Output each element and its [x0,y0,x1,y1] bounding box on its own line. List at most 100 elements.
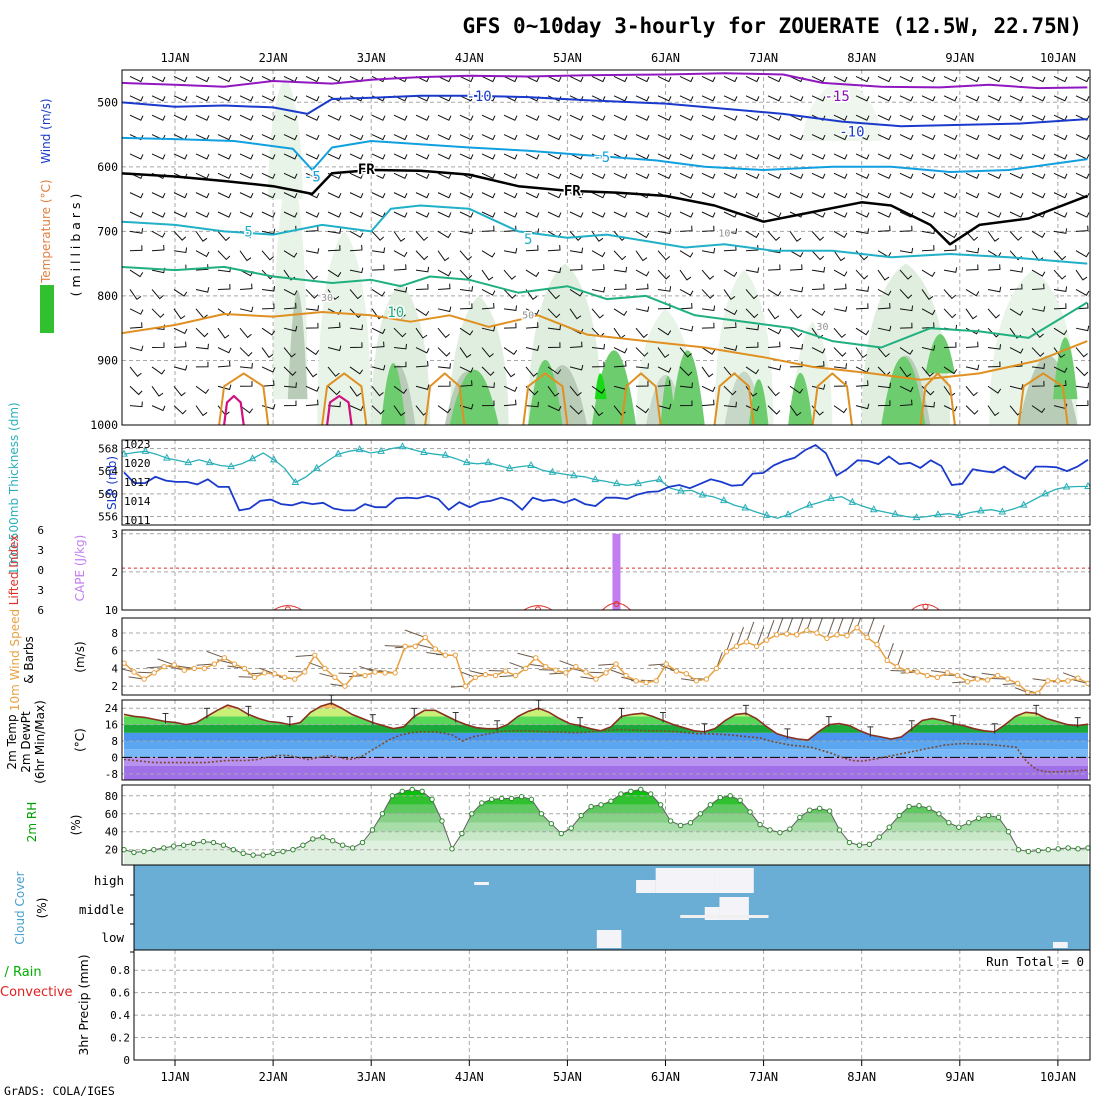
wind-barb [129,269,144,278]
wind-barb [525,345,540,351]
wind-barb [899,399,913,407]
lifted-index-bump [602,602,631,610]
wind-barb [1009,172,1024,180]
wind-barb [195,76,210,83]
wind-speed-point [412,643,418,650]
wind-barb-10m [295,654,315,658]
temp-band [124,749,1088,758]
wind-barb [855,380,869,387]
cloud-cover-label-1: (%) [35,898,49,919]
wind-barb [811,327,824,339]
wind10m-y-tick: 4 [111,662,118,675]
wind-barb [393,287,408,293]
precip-y-tick: 0.2 [110,1032,130,1045]
wind-speed-point [382,670,388,676]
thickness-point [891,509,900,517]
wind-barb [415,76,430,83]
wind-barb [459,114,474,121]
temp-contour-minus15 [122,72,1088,90]
thickness-slp-right-tick: 1020 [124,457,151,470]
wind-barb [767,289,782,297]
temp2m-label-2: (6hr Min/Max) [33,700,47,784]
wind-barb [987,344,1002,350]
wind-barb [635,76,650,83]
wind-barb [899,153,914,160]
wind-barb [1053,153,1068,160]
x-tick-label-top: 8JAN [847,51,876,65]
chart-title: GFS 0~10day 3-hourly for ZOUERATE (12.5W… [462,14,1082,38]
wind-barb [1009,283,1023,290]
temp-contour-20 [620,372,662,425]
wind-barb [701,192,716,199]
x-tick-label-top: 6JAN [651,51,680,65]
wind-barb [591,405,604,417]
temp-contour-20 [1017,372,1069,425]
wind-barb [1075,382,1090,389]
temp2m-y-tick: 0 [111,751,118,764]
wind-barb [481,76,496,83]
wind-barb [987,192,1002,199]
wind-barb [129,192,144,199]
wind-barb [283,250,298,258]
thickness-point [505,463,514,471]
wind-barb [327,134,342,141]
wind-barb [679,114,694,121]
contour-label: 5 [524,232,532,248]
wind-barb [371,172,386,180]
wind-barb [1031,114,1046,121]
contour-label: 30 [321,293,333,304]
wind-barb [1075,114,1090,121]
rh-point [946,820,952,826]
rh-point [906,803,912,810]
wind-barb [481,192,496,199]
wind-barb [921,322,935,329]
wind-speed-point [824,635,830,642]
wind-barb [635,211,650,218]
wind-barb [789,95,804,102]
wind-barb [129,308,144,315]
x-tick-label-top: 9JAN [945,51,974,65]
wind-speed-point [984,677,991,683]
contour-label: 50 [522,310,534,321]
wind-barb [1053,172,1068,180]
wind-barb [921,269,936,277]
wind-barb [877,269,890,281]
x-tick-label-bottom: 4JAN [455,1070,484,1084]
wind-barb [371,385,384,397]
wind-barb [525,192,540,199]
thickness-point [998,507,1007,515]
wind-barb [371,114,386,121]
wind-barb [899,114,914,121]
temp2m-y-tick: 24 [105,702,119,715]
wind-barb [503,305,518,311]
thickness-slp-series-thickness [123,446,1088,519]
rh-point [797,814,803,821]
thickness-slp-plot [122,442,1090,521]
wind-barb [767,76,782,83]
wind-barb [481,325,496,332]
wind-barb [217,250,231,261]
wind-speed-point [201,665,208,672]
wind-speed-point [392,670,398,676]
wind-speed-point [774,632,780,638]
wind-barb [745,76,760,83]
wind-speed-point [924,672,931,679]
wind-barb-10m [746,621,755,643]
wind-barb [745,172,760,180]
wind-barb-10m [796,618,804,635]
wind-barb [679,134,694,141]
wind-barb [877,76,892,83]
wind-speed-point [251,674,258,680]
wind-speed-point [472,674,479,680]
contour-label: 10 [718,228,730,239]
wind-barb [987,153,1002,160]
wind-barb [393,405,406,417]
thickness-slp-label-1: SLP (mb) [105,456,119,510]
wind-barb [833,95,848,102]
wind-barb [987,361,1001,368]
wind-barb [261,172,276,180]
wind-barb [437,327,450,339]
wind-barb [1075,225,1089,232]
wind-speed-point [442,652,449,658]
rh-point [200,838,207,845]
